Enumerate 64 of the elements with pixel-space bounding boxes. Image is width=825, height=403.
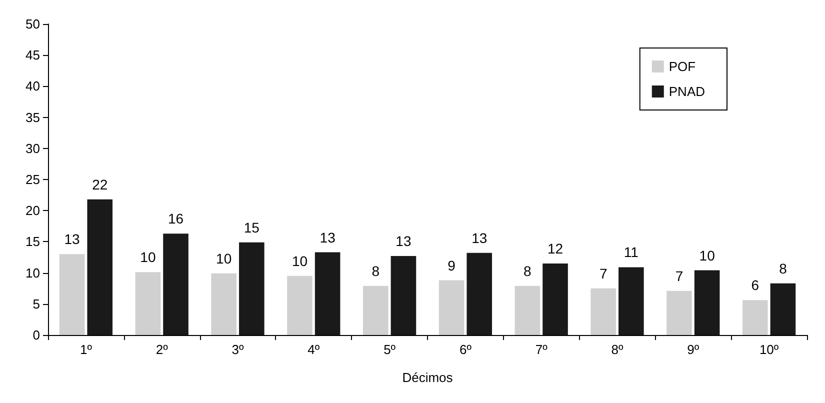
y-tick-label: 25 — [26, 172, 40, 187]
x-tick-label: 4º — [308, 342, 320, 357]
y-tick-label: 15 — [26, 234, 40, 250]
data-label: 7 — [599, 265, 608, 282]
bar — [135, 272, 161, 335]
data-label: 13 — [472, 230, 488, 246]
x-tick-label: 1º — [80, 342, 92, 357]
legend-label: PNAD — [668, 84, 706, 99]
bar — [742, 300, 768, 335]
bar — [542, 263, 568, 335]
data-label: 13 — [64, 231, 80, 248]
bar — [770, 283, 796, 335]
y-tick-label: 5 — [32, 296, 40, 312]
bar — [694, 270, 720, 335]
y-tick-label: 35 — [26, 110, 40, 125]
bar — [590, 288, 616, 335]
bar — [466, 252, 492, 335]
y-tick-label: 40 — [26, 78, 40, 94]
bar — [287, 276, 312, 335]
data-label: 15 — [244, 219, 260, 236]
x-tick-label: 2º — [156, 342, 168, 357]
x-tick-label: 5º — [384, 342, 396, 357]
data-label: 8 — [524, 262, 532, 279]
x-tick-label: 6º — [459, 342, 472, 357]
bar — [618, 267, 644, 335]
y-tick-label: 30 — [26, 140, 40, 156]
data-label: 8 — [372, 262, 380, 279]
bar — [239, 242, 264, 335]
data-label: 8 — [779, 260, 788, 276]
bar — [314, 252, 340, 335]
x-tick-label: 8º — [611, 342, 624, 357]
bar — [211, 273, 236, 335]
data-label: 12 — [547, 240, 564, 256]
x-tick-label: 9º — [687, 342, 700, 357]
x-tick-label: 3º — [232, 342, 244, 357]
y-tick-label: 50 — [26, 16, 40, 32]
bar — [666, 290, 692, 335]
data-label: 7 — [675, 268, 684, 284]
data-label: 11 — [624, 244, 639, 260]
data-label: 13 — [320, 229, 336, 246]
x-axis-title: Décimos — [402, 370, 454, 385]
y-tick-label: 0 — [32, 328, 40, 342]
bar — [390, 256, 416, 335]
bar — [438, 280, 464, 335]
bar — [362, 286, 388, 335]
data-label: 16 — [168, 210, 184, 227]
bar — [163, 234, 188, 335]
data-label: 10 — [216, 250, 232, 266]
bar — [514, 286, 540, 335]
y-tick-label: 10 — [26, 265, 40, 280]
y-tick-label: 20 — [26, 203, 40, 218]
bar — [87, 199, 113, 335]
x-tick-label: 7º — [535, 342, 548, 357]
y-tick-label: 45 — [26, 48, 40, 63]
data-label: 10 — [292, 252, 308, 269]
data-label: 9 — [448, 257, 456, 274]
bar — [59, 254, 85, 335]
data-label: 22 — [92, 176, 108, 192]
data-label: 10 — [140, 249, 156, 266]
legend-label: POF — [668, 59, 696, 74]
x-tick-label: 10º — [759, 342, 779, 357]
data-label: 6 — [751, 277, 760, 294]
data-label: 10 — [699, 247, 716, 264]
data-label: 13 — [396, 233, 412, 250]
